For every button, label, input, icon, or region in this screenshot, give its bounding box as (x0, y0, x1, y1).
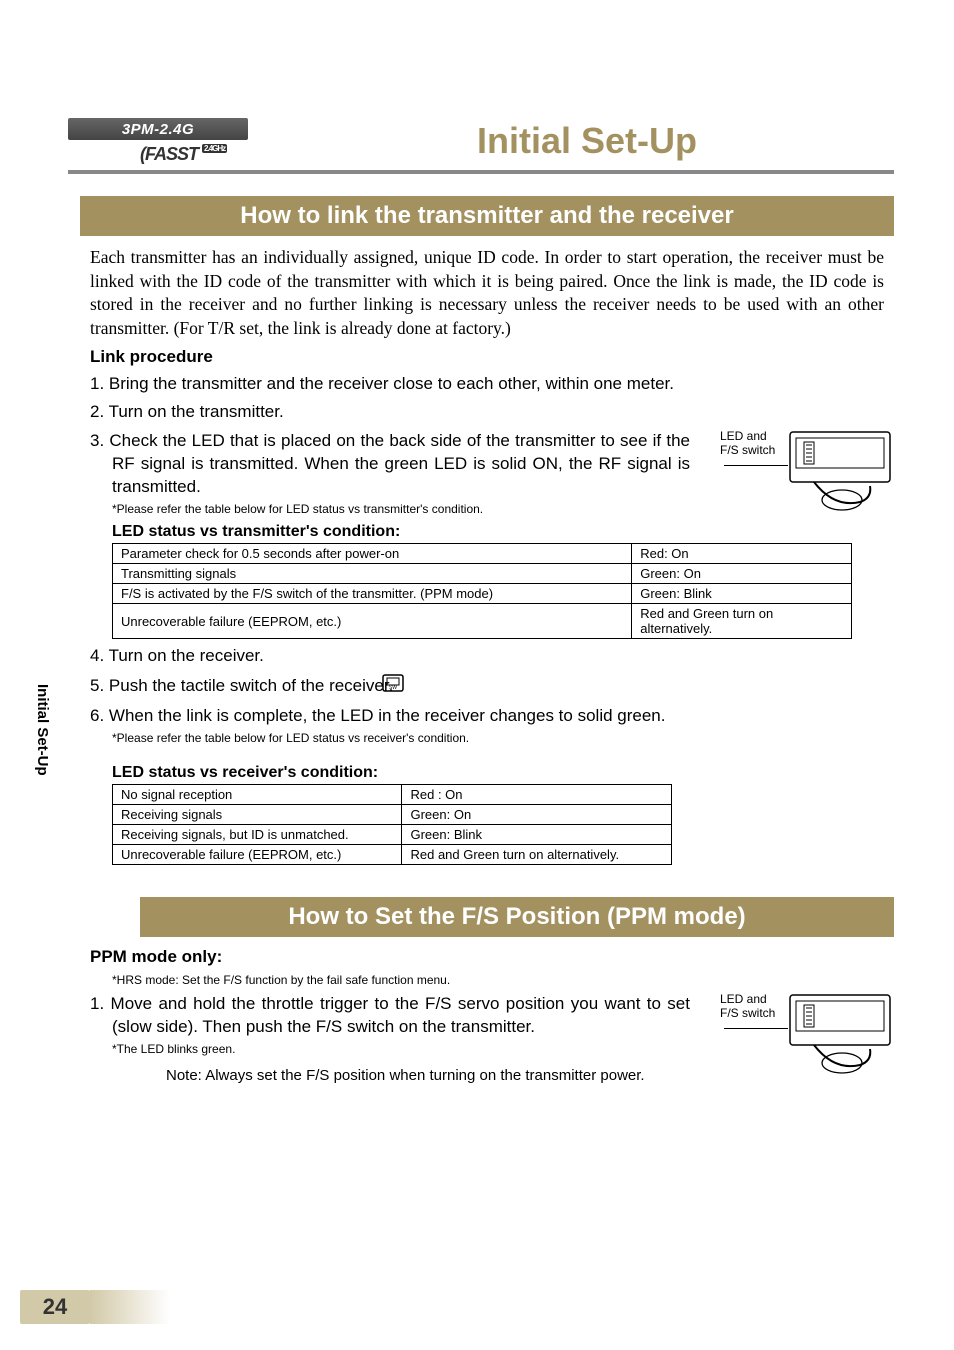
step-3-text: 3. Check the LED that is placed on the b… (90, 431, 690, 496)
table-row: F/S is activated by the F/S switch of th… (113, 584, 852, 604)
brand-ghz-badge: 2.4GHz (202, 144, 227, 153)
ppm-mode-heading: PPM mode only: (90, 947, 884, 967)
tx-table-title: LED status vs transmitter's condition: (112, 523, 884, 541)
step-5: 5. Push the tactile switch of the receiv… (90, 674, 884, 699)
table-cell: F/S is activated by the F/S switch of th… (113, 584, 632, 604)
rx-led-table: No signal receptionRed : On Receiving si… (112, 784, 672, 865)
intro-paragraph: Each transmitter has an individually ass… (90, 246, 884, 341)
fs-step-1: 1. Move and hold the throttle trigger to… (90, 993, 690, 1057)
diagram-caption-2: LED and F/S switch (720, 993, 775, 1019)
table-cell: No signal reception (113, 785, 402, 805)
table-cell: Green: On (402, 805, 672, 825)
diagram-caption-line1: LED and (720, 429, 767, 443)
step-6-note: *Please refer the table below for LED st… (112, 730, 884, 746)
page-number: 24 (20, 1290, 90, 1324)
page-number-fade (90, 1290, 170, 1324)
table-cell: Red : On (402, 785, 672, 805)
table-cell: Receiving signals (113, 805, 402, 825)
table-row: Transmitting signalsGreen: On (113, 564, 852, 584)
side-tab: Initial Set-Up (34, 684, 51, 776)
step-4: 4. Turn on the receiver. (90, 645, 884, 668)
diagram2-caption-line1: LED and (720, 992, 767, 1006)
table-cell: Unrecoverable failure (EEPROM, etc.) (113, 845, 402, 865)
table-row: Receiving signalsGreen: On (113, 805, 672, 825)
step-2: 2. Turn on the transmitter. (90, 401, 884, 424)
page-title: Initial Set-Up (280, 120, 894, 166)
ppm-mode-label: PPM mode only: (90, 947, 222, 966)
diagram2-caption-line2: F/S switch (720, 1006, 775, 1020)
table-cell: Unrecoverable failure (EEPROM, etc.) (113, 604, 632, 639)
fs-step-1-note: *The LED blinks green. (112, 1041, 690, 1057)
table-cell: Green: Blink (402, 825, 672, 845)
diagram2-leader-line (724, 1019, 788, 1029)
step-3: 3. Check the LED that is placed on the b… (90, 430, 690, 517)
model-badge: 3PM-2.4G (68, 118, 248, 140)
table-cell: Receiving signals, but ID is unmatched. (113, 825, 402, 845)
svg-text:SW: SW (389, 685, 397, 691)
step-6: 6. When the link is complete, the LED in… (90, 705, 884, 746)
title-underline (68, 170, 894, 174)
section-bar-fs: How to Set the F/S Position (PPM mode) (140, 897, 894, 937)
step-6-text: 6. When the link is complete, the LED in… (90, 706, 665, 725)
table-cell: Red and Green turn on alternatively. (402, 845, 672, 865)
brand-logo-text: FASST (145, 144, 198, 164)
rx-table-title: LED status vs receiver's condition: (112, 764, 884, 782)
table-cell: Red: On (632, 544, 852, 564)
table-cell: Green: Blink (632, 584, 852, 604)
diagram-caption-line2: F/S switch (720, 443, 775, 457)
table-row: Unrecoverable failure (EEPROM, etc.)Red … (113, 604, 852, 639)
table-row: Unrecoverable failure (EEPROM, etc.)Red … (113, 845, 672, 865)
step-1: 1. Bring the transmitter and the receive… (90, 373, 884, 396)
table-row: No signal receptionRed : On (113, 785, 672, 805)
transmitter-svg-2 (784, 993, 894, 1079)
tx-led-table: Parameter check for 0.5 seconds after po… (112, 543, 852, 639)
table-row: Receiving signals, but ID is unmatched.G… (113, 825, 672, 845)
ppm-mode-note: *HRS mode: Set the F/S function by the f… (112, 973, 894, 987)
diagram-leader-line (724, 456, 788, 466)
table-cell: Red and Green turn on alternatively. (632, 604, 852, 639)
transmitter-svg (784, 430, 894, 516)
section-bar-link: How to link the transmitter and the rece… (80, 196, 894, 236)
diagram-caption: LED and F/S switch (720, 430, 775, 456)
table-cell: Parameter check for 0.5 seconds after po… (113, 544, 632, 564)
table-cell: Green: On (632, 564, 852, 584)
brand-logo: (FASST 2.4GHz (140, 144, 227, 165)
table-row: Parameter check for 0.5 seconds after po… (113, 544, 852, 564)
step-3-note: *Please refer the table below for LED st… (112, 501, 690, 517)
link-procedure-heading: Link procedure (90, 347, 884, 367)
fs-step-1-text: 1. Move and hold the throttle trigger to… (90, 994, 690, 1036)
step-5-text: 5. Push the tactile switch of the receiv… (90, 676, 393, 695)
table-cell: Transmitting signals (113, 564, 632, 584)
